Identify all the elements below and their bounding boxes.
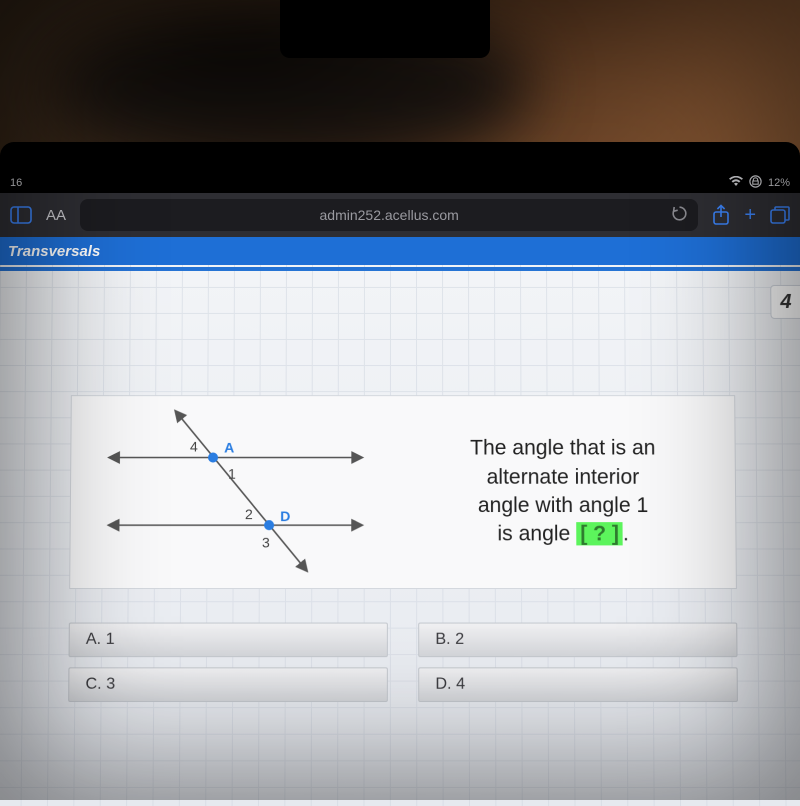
content-area: 4 A [0,265,800,806]
angle-2-label: 2 [245,506,253,522]
content-divider [0,267,800,271]
status-left-text: 16 [10,177,22,189]
answer-choices: A. 1 B. 2 C. 3 D. 4 [68,623,738,702]
angle-4-label: 4 [190,438,198,454]
answer-d[interactable]: D. 4 [418,667,738,702]
browser-toolbar: AA admin252.acellus.com + [0,193,800,237]
question-number-badge: 4 [770,285,800,319]
point-a-label: A [224,439,234,455]
wifi-icon [729,176,743,190]
webcam-notch [280,0,490,58]
reload-icon[interactable] [671,205,688,225]
diagram: A D 4 1 2 3 [70,396,391,588]
angle-3-label: 3 [262,534,270,550]
answer-placeholder[interactable]: [ ? ] [576,522,623,545]
tabs-icon[interactable] [770,206,790,224]
question-text: The angle that is an alternate interior … [391,396,736,588]
orientation-lock-icon [749,175,762,191]
url-text: admin252.acellus.com [320,207,459,223]
text-size-control[interactable]: AA [46,207,66,224]
point-d-label: D [280,508,290,524]
sidebar-icon[interactable] [10,206,32,224]
angle-1-label: 1 [228,466,236,482]
problem-container: A D 4 1 2 3 The angle that is an alterna… [69,395,737,589]
battery-text: 12% [768,177,790,189]
status-bar: 16 12% [0,172,800,194]
answer-a[interactable]: A. 1 [69,623,388,658]
new-tab-icon[interactable]: + [744,204,756,227]
share-icon[interactable] [712,204,730,226]
topic-header: Transversals [0,237,800,265]
url-bar[interactable]: admin252.acellus.com [80,199,698,231]
topic-title: Transversals [8,243,100,260]
answer-b[interactable]: B. 2 [418,623,737,658]
answer-c[interactable]: C. 3 [68,667,388,702]
